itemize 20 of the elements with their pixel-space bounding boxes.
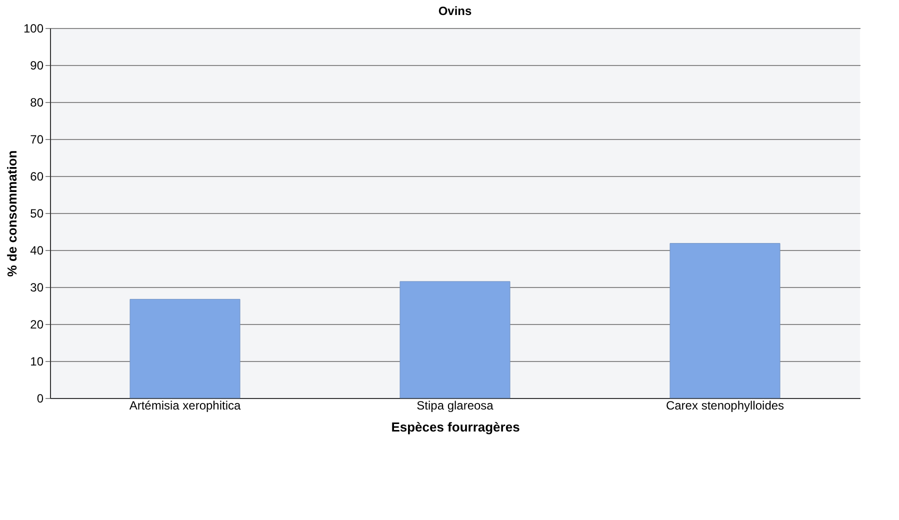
y-tick-label: 0 — [36, 392, 44, 406]
y-tick-label: 90 — [30, 58, 44, 72]
x-tick-label: Carex stenophylloides — [666, 398, 784, 412]
chart-title: Ovins — [438, 4, 472, 18]
y-tick-label: 50 — [30, 206, 44, 220]
bar — [130, 298, 240, 398]
y-tick-label: 30 — [30, 280, 44, 294]
y-tick-label: 100 — [23, 22, 44, 36]
bar — [670, 243, 780, 398]
x-tick-label: Artémisia xerophitica — [129, 398, 242, 412]
x-axis-title: Espèces fourragères — [391, 420, 520, 434]
y-tick-label: 70 — [30, 132, 44, 146]
y-tick-label: 60 — [30, 170, 44, 184]
y-tick-label: 40 — [30, 244, 44, 258]
bar — [400, 281, 510, 398]
x-tick-label: Stipa glareosa — [416, 398, 494, 412]
y-axis-title: % de consommation — [4, 150, 20, 277]
y-tick-label: 20 — [30, 318, 44, 332]
y-tick-label: 10 — [30, 354, 44, 368]
y-tick-label: 80 — [30, 96, 44, 110]
